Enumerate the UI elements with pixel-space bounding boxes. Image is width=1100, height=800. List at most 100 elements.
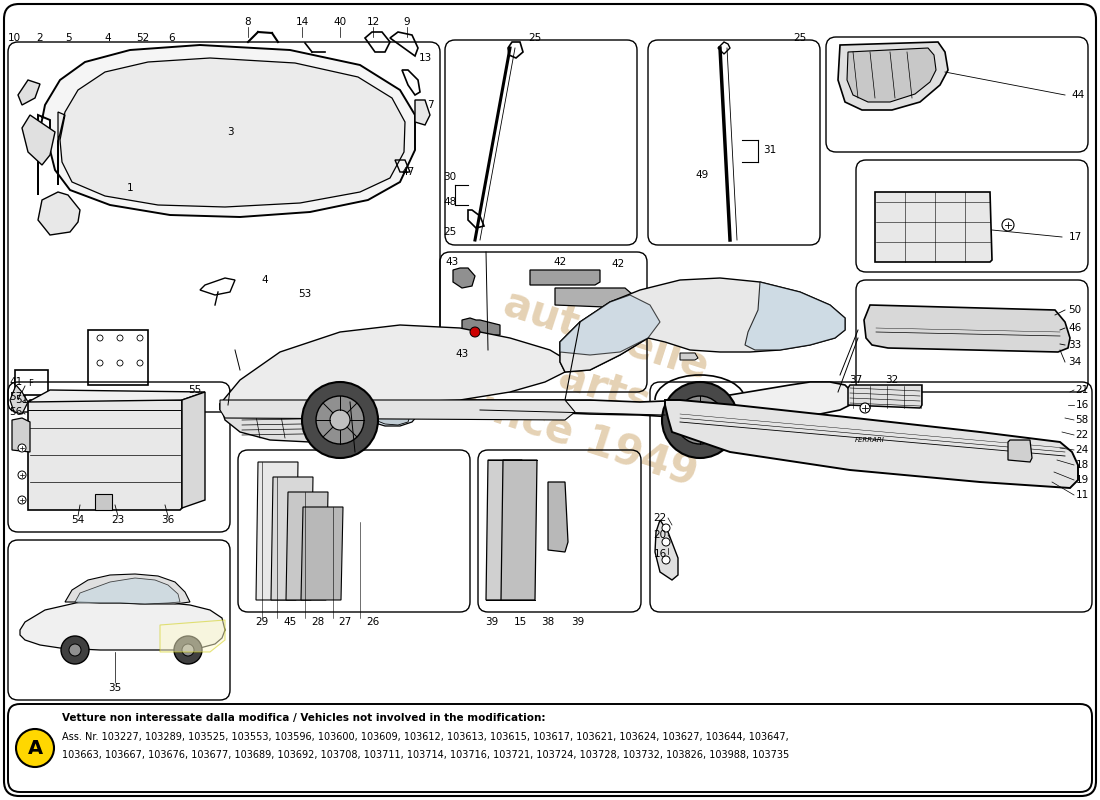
Polygon shape xyxy=(500,460,537,600)
Polygon shape xyxy=(58,58,405,207)
Text: 49: 49 xyxy=(695,170,708,180)
Polygon shape xyxy=(18,80,40,105)
Polygon shape xyxy=(365,402,418,426)
Text: 31: 31 xyxy=(763,145,777,155)
Text: 7: 7 xyxy=(427,100,433,110)
Polygon shape xyxy=(12,418,30,452)
Text: 32: 32 xyxy=(886,375,899,385)
Text: 11: 11 xyxy=(1076,490,1089,500)
Text: 41: 41 xyxy=(10,377,23,387)
Circle shape xyxy=(662,382,738,458)
Text: 10: 10 xyxy=(8,33,21,43)
Polygon shape xyxy=(556,288,632,308)
Text: 39: 39 xyxy=(571,617,584,627)
Text: 19: 19 xyxy=(1076,475,1089,485)
Circle shape xyxy=(69,644,81,656)
Text: 23: 23 xyxy=(111,515,124,525)
Polygon shape xyxy=(838,42,948,110)
Polygon shape xyxy=(462,318,501,345)
Polygon shape xyxy=(680,353,698,360)
Polygon shape xyxy=(864,305,1070,352)
Circle shape xyxy=(470,327,480,337)
Text: 30: 30 xyxy=(443,172,456,182)
Polygon shape xyxy=(286,492,328,600)
Text: 34: 34 xyxy=(1068,357,1081,367)
Circle shape xyxy=(662,524,670,532)
Text: 35: 35 xyxy=(109,683,122,693)
Text: 3: 3 xyxy=(227,127,233,137)
Text: 45: 45 xyxy=(284,617,297,627)
Circle shape xyxy=(117,335,123,341)
Text: 52: 52 xyxy=(136,33,150,43)
Polygon shape xyxy=(182,392,205,508)
Circle shape xyxy=(690,410,710,430)
Circle shape xyxy=(302,382,378,458)
Text: 46: 46 xyxy=(1068,323,1081,333)
Polygon shape xyxy=(28,390,205,402)
Text: 40: 40 xyxy=(333,17,346,27)
Text: A: A xyxy=(28,738,43,758)
Polygon shape xyxy=(370,404,410,425)
Circle shape xyxy=(138,335,143,341)
Text: 53: 53 xyxy=(298,289,311,299)
Text: 4: 4 xyxy=(104,33,111,43)
Polygon shape xyxy=(20,600,226,650)
Polygon shape xyxy=(560,278,845,372)
Circle shape xyxy=(60,636,89,664)
Text: 20: 20 xyxy=(653,530,667,540)
Polygon shape xyxy=(874,192,992,262)
Polygon shape xyxy=(28,400,182,510)
Circle shape xyxy=(18,444,26,452)
Text: 44: 44 xyxy=(1071,90,1085,100)
Polygon shape xyxy=(10,385,28,414)
Text: 37: 37 xyxy=(849,375,862,385)
Polygon shape xyxy=(745,282,845,350)
Polygon shape xyxy=(415,100,430,125)
Polygon shape xyxy=(548,482,568,552)
Text: 16: 16 xyxy=(1076,400,1089,410)
Circle shape xyxy=(18,471,26,479)
Polygon shape xyxy=(160,620,226,652)
Text: 22: 22 xyxy=(653,513,667,523)
Circle shape xyxy=(97,335,103,341)
Polygon shape xyxy=(530,270,600,285)
Text: 55: 55 xyxy=(188,385,201,395)
Text: 33: 33 xyxy=(1068,340,1081,350)
Text: 25: 25 xyxy=(528,33,541,43)
Polygon shape xyxy=(65,574,190,604)
Circle shape xyxy=(316,396,364,444)
Circle shape xyxy=(18,496,26,504)
Text: 1: 1 xyxy=(126,183,133,193)
Polygon shape xyxy=(220,404,370,442)
Circle shape xyxy=(97,360,103,366)
Text: 22: 22 xyxy=(1076,430,1089,440)
Text: 48: 48 xyxy=(443,197,456,207)
Text: 43: 43 xyxy=(446,257,459,267)
Text: 24: 24 xyxy=(1076,445,1089,455)
Circle shape xyxy=(182,644,194,656)
Text: Vetture non interessate dalla modifica / Vehicles not involved in the modificati: Vetture non interessate dalla modifica /… xyxy=(62,713,546,723)
Text: 16: 16 xyxy=(653,549,667,559)
Polygon shape xyxy=(39,192,80,235)
Text: 39: 39 xyxy=(485,617,498,627)
Text: 21: 21 xyxy=(1076,385,1089,395)
Polygon shape xyxy=(848,385,922,408)
Text: 58: 58 xyxy=(1076,415,1089,425)
Polygon shape xyxy=(560,295,660,355)
Text: 17: 17 xyxy=(1068,232,1081,242)
Text: 28: 28 xyxy=(311,617,324,627)
Polygon shape xyxy=(301,507,343,600)
Polygon shape xyxy=(1008,440,1032,462)
Circle shape xyxy=(662,538,670,546)
Text: 38: 38 xyxy=(541,617,554,627)
Circle shape xyxy=(662,556,670,564)
Text: 57: 57 xyxy=(10,392,23,402)
Text: 42: 42 xyxy=(553,257,566,267)
Text: 13: 13 xyxy=(418,53,431,63)
Text: 27: 27 xyxy=(339,617,352,627)
Text: 42: 42 xyxy=(612,259,625,269)
Circle shape xyxy=(860,403,870,413)
Text: 8: 8 xyxy=(244,17,251,27)
Polygon shape xyxy=(666,400,1078,488)
Polygon shape xyxy=(560,295,660,372)
